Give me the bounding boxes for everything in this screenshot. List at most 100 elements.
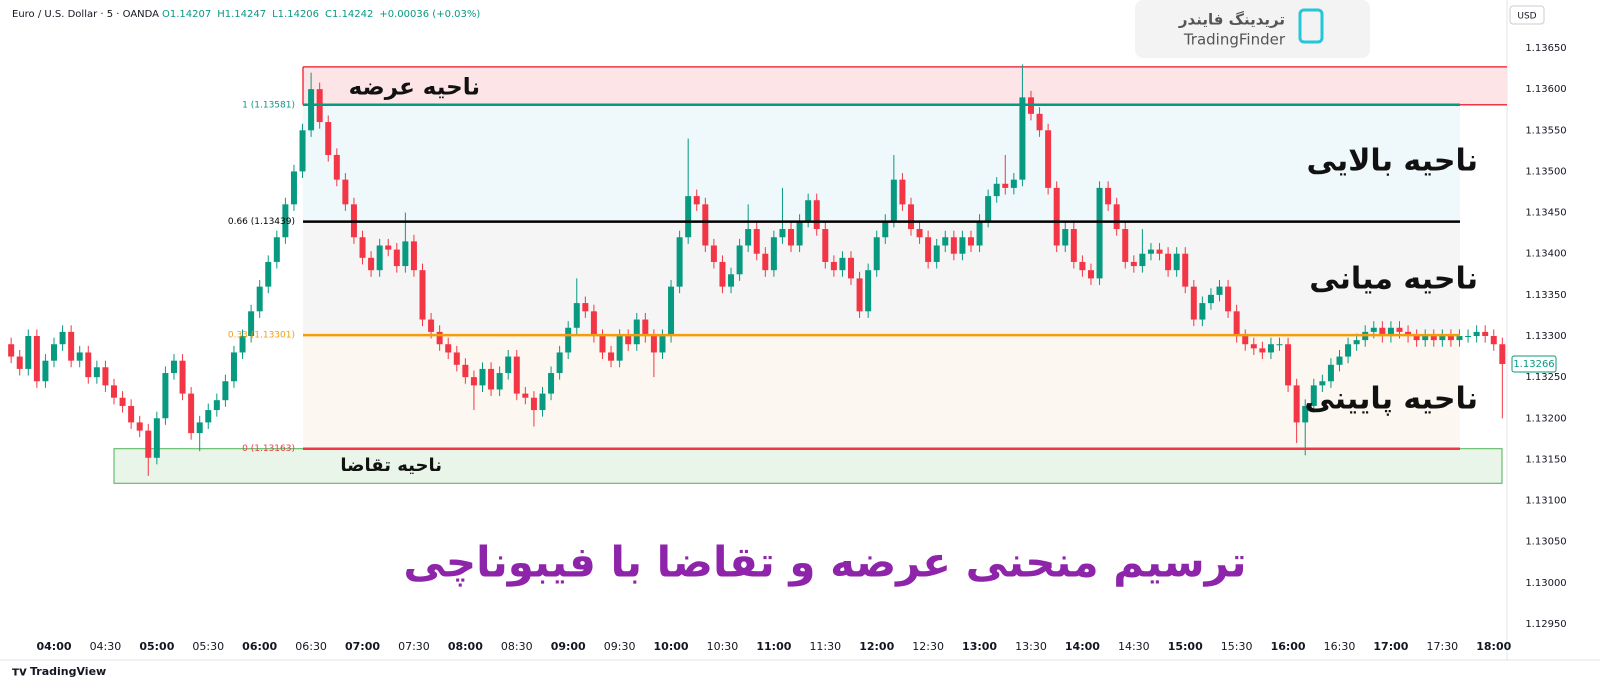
x-tick-label: 18:00 — [1476, 640, 1511, 653]
candle-body — [222, 381, 229, 401]
y-tick-label: 1.13500 — [1525, 166, 1566, 177]
candle-body — [599, 336, 606, 353]
candle-body — [479, 368, 486, 386]
chart-title: ترسیم منحنی عرضه و تقاضا با فیبوناچی — [403, 538, 1246, 588]
candle-body — [873, 237, 880, 271]
candle-body — [1345, 344, 1352, 357]
x-tick-label: 17:00 — [1373, 640, 1408, 653]
candle-body — [1113, 204, 1120, 230]
candle-body — [788, 229, 795, 246]
candle-body — [496, 373, 503, 390]
candle-body — [942, 237, 949, 246]
candle-body — [8, 344, 15, 357]
candle-body — [1019, 97, 1026, 180]
x-tick-label: 16:30 — [1324, 640, 1356, 653]
candle-body — [1302, 405, 1309, 423]
footer-brand: TradingView — [30, 665, 106, 678]
watermark-box — [1135, 0, 1370, 58]
candle-body — [522, 393, 529, 398]
candle-body — [1122, 229, 1129, 262]
y-tick-label: 1.13150 — [1525, 454, 1566, 465]
x-tick-label: 14:30 — [1118, 640, 1150, 653]
quote-value: +0.00036 (+0.03%) — [379, 9, 480, 20]
candle-body — [950, 237, 957, 254]
candle-body — [1233, 311, 1240, 336]
candle-body — [428, 319, 435, 332]
candle-body — [693, 196, 700, 205]
candle-body — [1250, 344, 1257, 349]
fib-label: 1 (1.13581) — [242, 100, 295, 110]
candle-body — [213, 400, 220, 411]
candle-body — [985, 196, 992, 221]
candle-body — [770, 237, 777, 271]
x-tick-label: 06:30 — [295, 640, 327, 653]
candle-body — [93, 367, 100, 378]
zone-label: ناحیه تقاضا — [340, 455, 442, 476]
candle-body — [1130, 261, 1137, 267]
region-label: ناحیه پایینی — [1304, 382, 1478, 417]
candle-body — [376, 245, 383, 271]
candle-body — [273, 237, 280, 262]
x-tick-label: 15:00 — [1168, 640, 1203, 653]
candle-body — [548, 373, 555, 394]
candle-body — [1190, 286, 1197, 320]
candle-body — [248, 311, 255, 336]
y-tick-label: 1.13000 — [1525, 578, 1566, 589]
candle-body — [170, 360, 177, 374]
candle-body — [16, 356, 23, 369]
candle-body — [1447, 336, 1454, 341]
x-tick-label: 09:30 — [604, 640, 636, 653]
candle-body — [299, 130, 306, 172]
candle-body — [68, 331, 75, 361]
candle-body — [753, 229, 760, 254]
candle-body — [745, 229, 752, 246]
candle-body — [1173, 253, 1180, 271]
candle-body — [1370, 327, 1377, 332]
x-tick-label: 05:00 — [139, 640, 174, 653]
candle-body — [1490, 336, 1497, 345]
watermark-fa: تریدینگ فایندر — [1178, 11, 1285, 29]
candle-body — [290, 171, 297, 205]
candle-body — [813, 200, 820, 230]
candle-body — [308, 89, 315, 131]
x-tick-label: 07:30 — [398, 640, 430, 653]
x-tick-label: 16:00 — [1271, 640, 1306, 653]
region-label: ناحیه بالایی — [1306, 144, 1478, 179]
candle-body — [762, 253, 769, 271]
candle-body — [967, 237, 974, 246]
candle-body — [830, 261, 837, 271]
candle-body — [1070, 229, 1077, 262]
candle-body — [1310, 385, 1317, 406]
candle-body — [51, 344, 57, 361]
x-tick-label: 12:30 — [912, 640, 944, 653]
candle-body — [933, 245, 940, 262]
candle-body — [256, 286, 263, 312]
candle-body — [162, 373, 169, 419]
candle-body — [659, 336, 666, 353]
candle-body — [539, 393, 546, 411]
candle-body — [1216, 286, 1223, 295]
candle-body — [179, 360, 186, 394]
quote-value: L1.14206 — [272, 9, 319, 20]
candle-body — [76, 352, 83, 361]
candle-body — [1499, 344, 1506, 364]
candle-body — [916, 229, 923, 238]
candle-body — [702, 204, 709, 246]
candle-body — [1413, 336, 1420, 341]
candle-body — [1353, 340, 1360, 345]
y-tick-label: 1.13650 — [1525, 43, 1566, 54]
fib-band — [303, 221, 1460, 336]
candle-body — [633, 319, 640, 345]
candle-body — [1147, 249, 1154, 254]
candle-body — [359, 237, 366, 258]
candle-body — [582, 303, 589, 312]
candle-body — [685, 196, 692, 238]
candle-body — [565, 327, 572, 353]
candle-body — [145, 430, 152, 458]
candle-body — [590, 311, 597, 336]
candle-body — [993, 183, 1000, 197]
y-tick-label: 1.13600 — [1525, 84, 1566, 95]
candle-body — [1225, 286, 1232, 312]
x-tick-label: 04:30 — [90, 640, 122, 653]
